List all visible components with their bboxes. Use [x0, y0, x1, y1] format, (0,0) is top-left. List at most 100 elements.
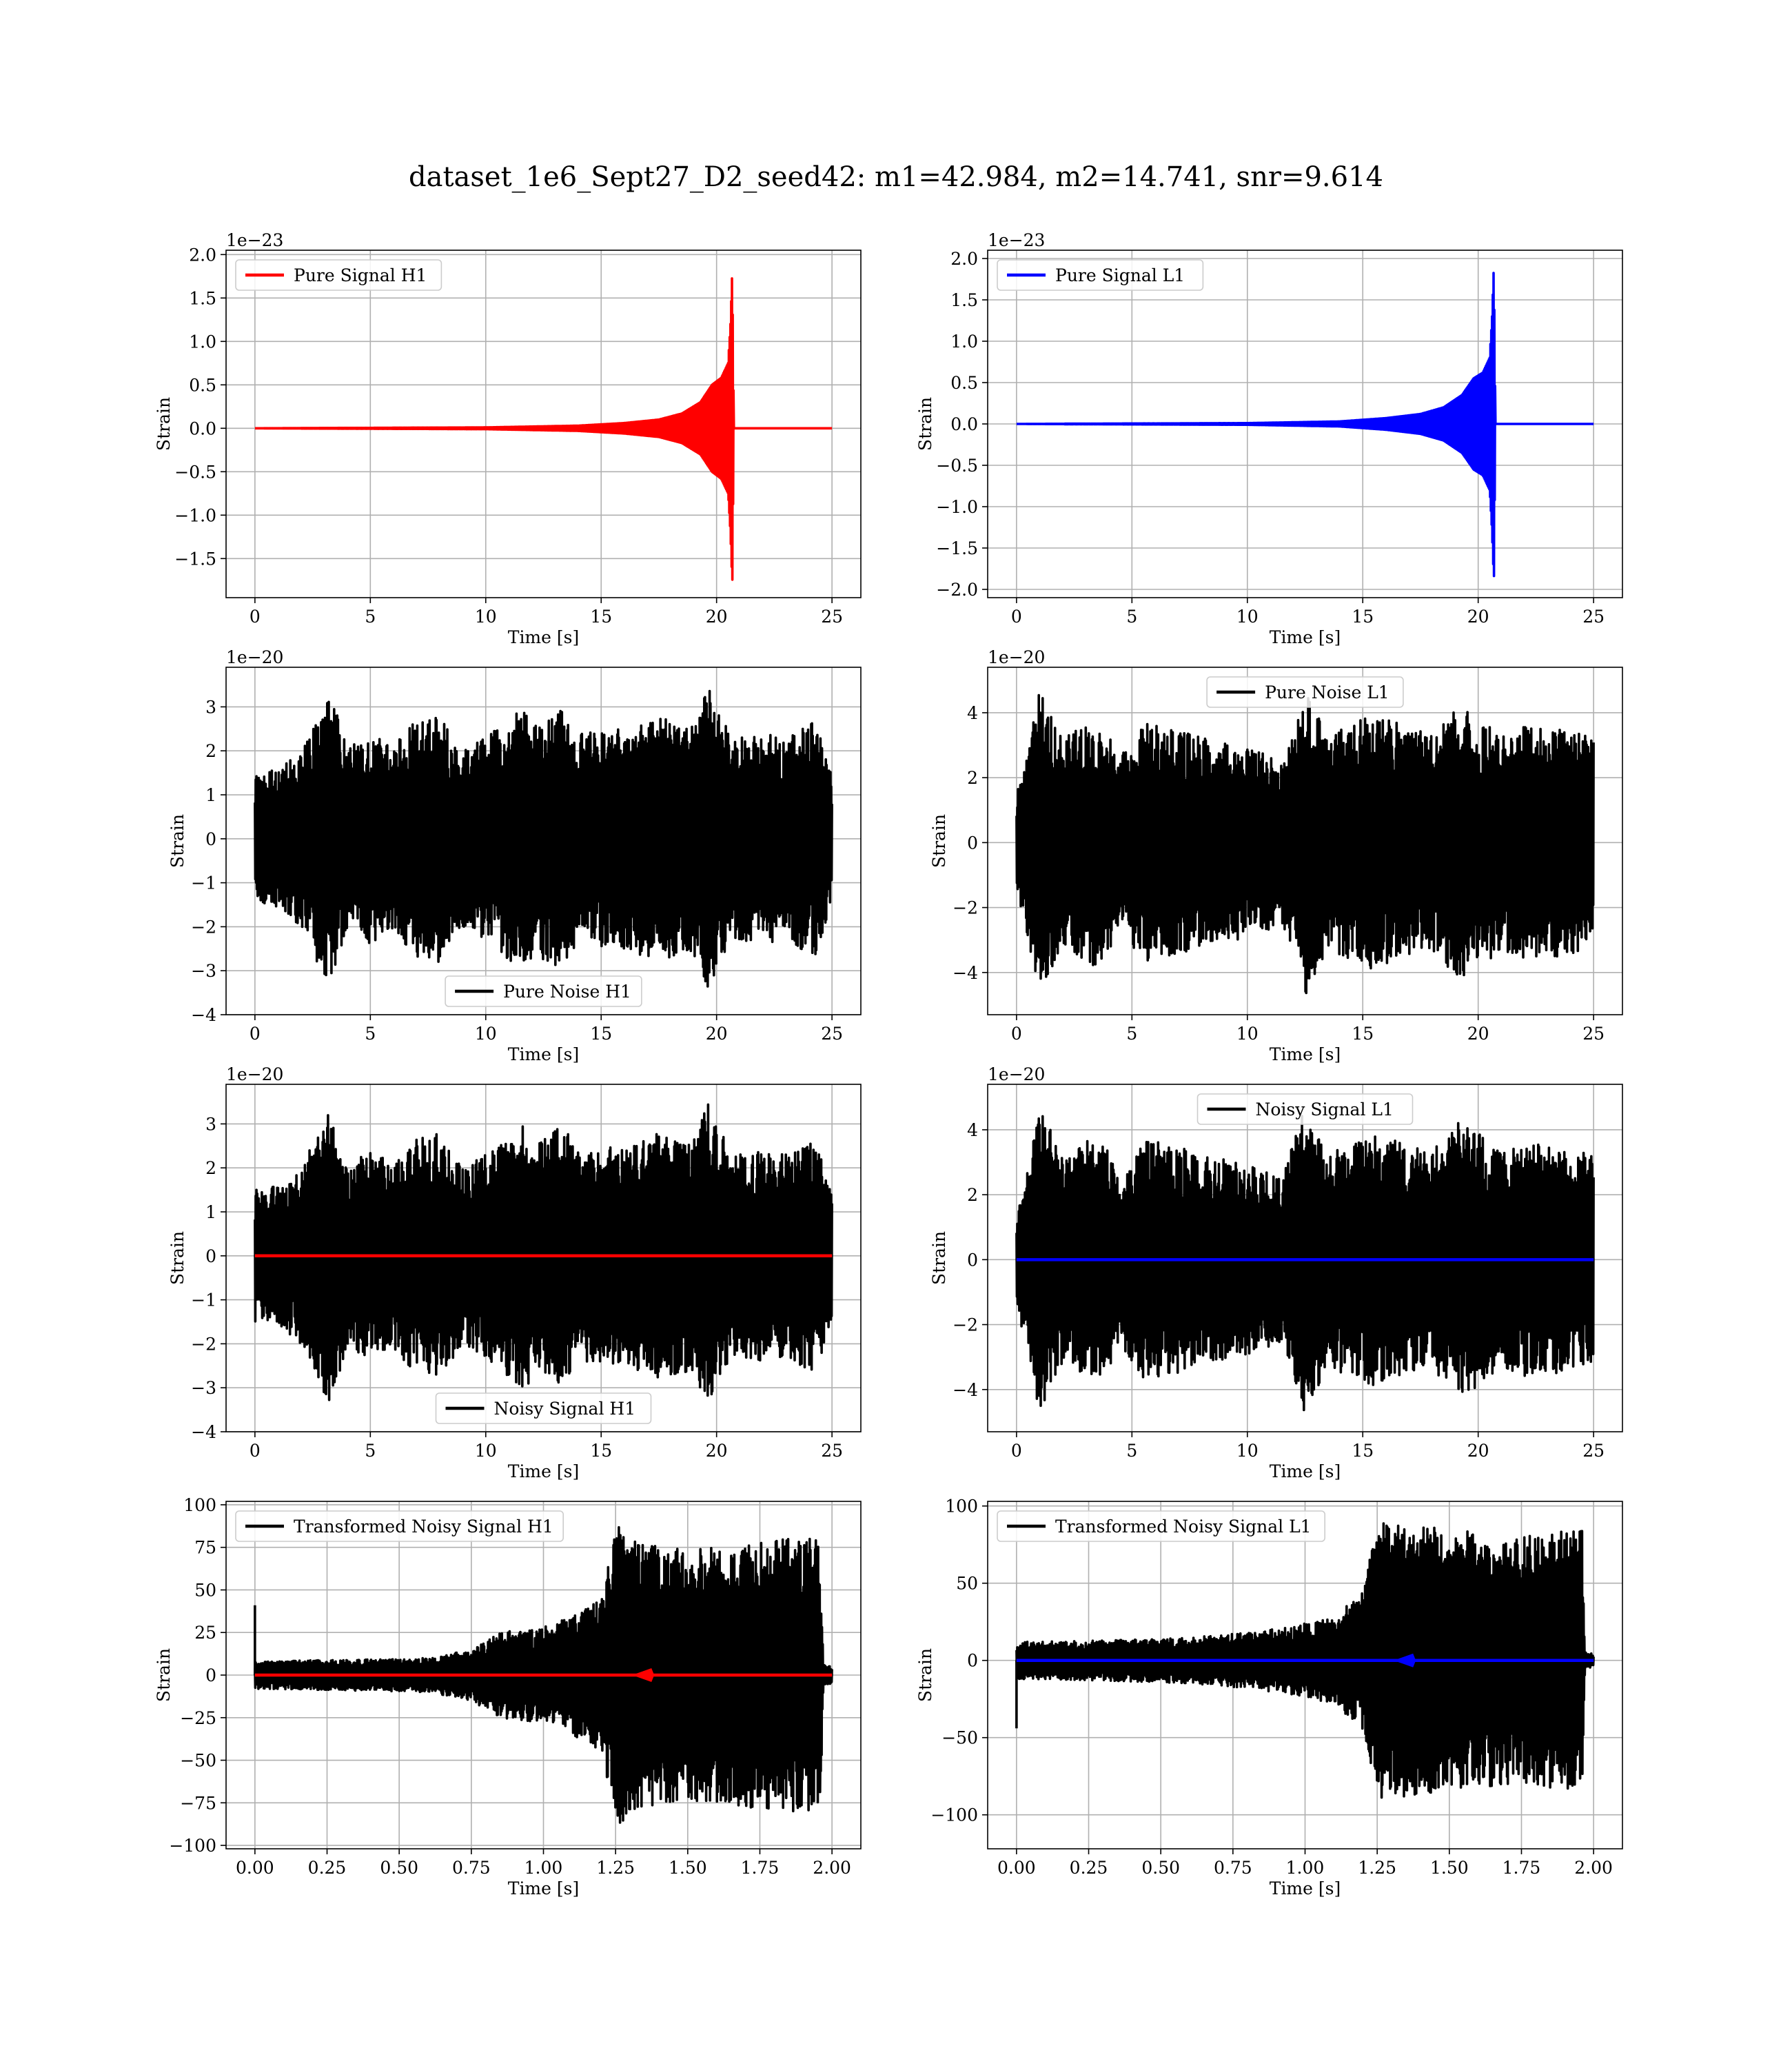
- legend: Transformed Noisy Signal L1: [997, 1510, 1326, 1542]
- y-tick-label: −0.5: [936, 456, 978, 476]
- y-tick-label: −25: [180, 1708, 216, 1728]
- x-tick-label: 5: [1126, 1024, 1137, 1044]
- y-tick-label: −100: [930, 1805, 978, 1825]
- x-tick-label: 10: [1236, 607, 1259, 627]
- x-tick-label: 20: [1467, 1441, 1489, 1461]
- x-axis-label: Time [s]: [1270, 1044, 1341, 1064]
- x-tick-label: 2.00: [813, 1858, 851, 1878]
- plot-area: [1015, 1522, 1595, 1799]
- y-tick-label: 1.0: [950, 332, 978, 352]
- x-tick-label: 1.75: [741, 1858, 780, 1878]
- legend-label: Pure Signal L1: [1055, 265, 1185, 285]
- x-tick-label: 0: [250, 1024, 261, 1044]
- chart-panel-noisy-signal-h1: 0 5 10 15 20 25 −4 −3 −2 −1 0 1 2 3 Time [s] Strain 1e−2…: [167, 1064, 862, 1481]
- x-tick-label: 1.75: [1503, 1858, 1541, 1878]
- x-tick-label: 0.00: [997, 1858, 1036, 1878]
- x-tick-label: 0.25: [1070, 1858, 1108, 1878]
- series-line: [1015, 1522, 1595, 1799]
- x-tick-label: 10: [1236, 1024, 1259, 1044]
- y-tick-label: −4: [953, 963, 978, 983]
- x-tick-label: 20: [706, 607, 728, 627]
- y-axis-label: Strain: [167, 814, 187, 868]
- axis-offset-text: 1e−20: [226, 1064, 283, 1084]
- chart-panel-pure-noise-h1: 0 5 10 15 20 25 −4 −3 −2 −1 0 1 2 3 Time [s] Strain 1e−2…: [167, 647, 862, 1064]
- y-axis-label: Strain: [929, 814, 949, 868]
- legend: Pure Noise L1: [1206, 676, 1404, 708]
- figure-title: dataset_1e6_Sept27_D2_seed42: m1=42.984,…: [409, 161, 1383, 193]
- y-tick-label: 0: [205, 829, 216, 849]
- plot-area: [254, 277, 833, 581]
- y-tick-label: 0: [205, 1665, 216, 1685]
- axes-frame: [225, 250, 862, 598]
- y-tick-label: 4: [967, 1120, 978, 1140]
- y-tick-label: 100: [945, 1497, 978, 1517]
- y-tick-label: 3: [205, 697, 216, 717]
- x-tick-label: 25: [821, 1024, 843, 1044]
- y-tick-label: 0: [967, 1651, 978, 1671]
- y-tick-label: −75: [180, 1793, 216, 1813]
- plot-area: [1015, 693, 1595, 995]
- x-tick-label: 1.50: [1430, 1858, 1469, 1878]
- x-tick-label: 10: [475, 1024, 497, 1044]
- y-tick-label: 0.0: [950, 414, 978, 434]
- plot-area: [1015, 272, 1595, 578]
- y-tick-label: −4: [953, 1380, 978, 1400]
- y-tick-label: −2: [953, 898, 978, 918]
- series-line: [1015, 1115, 1595, 1412]
- x-tick-label: 25: [821, 607, 843, 627]
- axis-offset-text: 1e−23: [988, 230, 1045, 250]
- x-tick-label: 1.00: [525, 1858, 563, 1878]
- legend-label: Noisy Signal L1: [1256, 1099, 1394, 1119]
- y-tick-label: 2: [205, 1158, 216, 1178]
- x-tick-label: 20: [1467, 1024, 1489, 1044]
- chart-panel-noisy-signal-l1: 0 5 10 15 20 25 −4 −2 0 2 4 Time [s] Strain 1e−20 Nois…: [929, 1064, 1623, 1481]
- legend-box: [997, 259, 1204, 291]
- y-tick-label: −50: [180, 1751, 216, 1771]
- axes-frame: [987, 1084, 1623, 1432]
- series-line: [254, 1525, 833, 1824]
- x-tick-label: 0.50: [380, 1858, 418, 1878]
- x-tick-label: 0.75: [1214, 1858, 1252, 1878]
- x-tick-label: 0.75: [452, 1858, 491, 1878]
- x-tick-label: 15: [590, 607, 612, 627]
- plot-area: [1015, 1115, 1595, 1412]
- x-tick-label: 5: [365, 1024, 376, 1044]
- y-tick-label: 50: [194, 1580, 216, 1600]
- legend-box: [1197, 1093, 1414, 1125]
- chart-panel-transformed-noisy-signal-h1: 0.00 0.25 0.50 0.75 1.00 1.25 1.50 1.75 2.00 −100…: [154, 1495, 862, 1898]
- y-tick-label: −3: [191, 1378, 216, 1398]
- x-tick-label: 5: [1126, 1441, 1137, 1461]
- x-tick-label: 15: [1352, 1024, 1374, 1044]
- x-axis-label: Time [s]: [1270, 1878, 1341, 1898]
- x-axis-label: Time [s]: [508, 1044, 579, 1064]
- legend: Pure Signal L1: [997, 259, 1204, 291]
- x-tick-label: 15: [1352, 1441, 1374, 1461]
- y-axis-label: Strain: [915, 1648, 935, 1702]
- x-tick-label: 2.00: [1574, 1858, 1613, 1878]
- x-tick-label: 10: [475, 1441, 497, 1461]
- x-tick-label: 25: [1582, 1441, 1605, 1461]
- y-tick-label: 2: [967, 768, 978, 788]
- y-tick-label: 1.5: [950, 290, 978, 310]
- y-axis-label: Strain: [154, 1648, 174, 1702]
- y-tick-label: −4: [191, 1005, 216, 1025]
- axis-offset-text: 1e−23: [226, 230, 283, 250]
- y-tick-label: −100: [169, 1836, 216, 1856]
- x-tick-label: 25: [821, 1441, 843, 1461]
- x-axis-label: Time [s]: [508, 627, 579, 647]
- chart-panel-pure-signal-l1: 0 5 10 15 20 25 −2.0 −1.5 −1.0 −0.5 0.0 0.5 1.0 1.5 2.…: [915, 230, 1623, 647]
- y-tick-label: 0: [967, 1250, 978, 1270]
- y-tick-label: 2.0: [950, 249, 978, 269]
- y-tick-label: 0.0: [189, 418, 216, 438]
- x-tick-label: 0: [250, 607, 261, 627]
- y-tick-label: 0: [205, 1246, 216, 1266]
- legend: Noisy Signal L1: [1197, 1093, 1414, 1125]
- x-tick-label: 15: [1352, 607, 1374, 627]
- x-tick-label: 1.50: [669, 1858, 707, 1878]
- x-tick-label: 5: [1126, 607, 1137, 627]
- y-tick-label: 1: [205, 1202, 216, 1222]
- legend: Pure Signal H1: [235, 259, 442, 291]
- x-tick-label: 10: [1236, 1441, 1259, 1461]
- y-tick-label: −1.5: [936, 538, 978, 558]
- y-tick-label: −3: [191, 961, 216, 981]
